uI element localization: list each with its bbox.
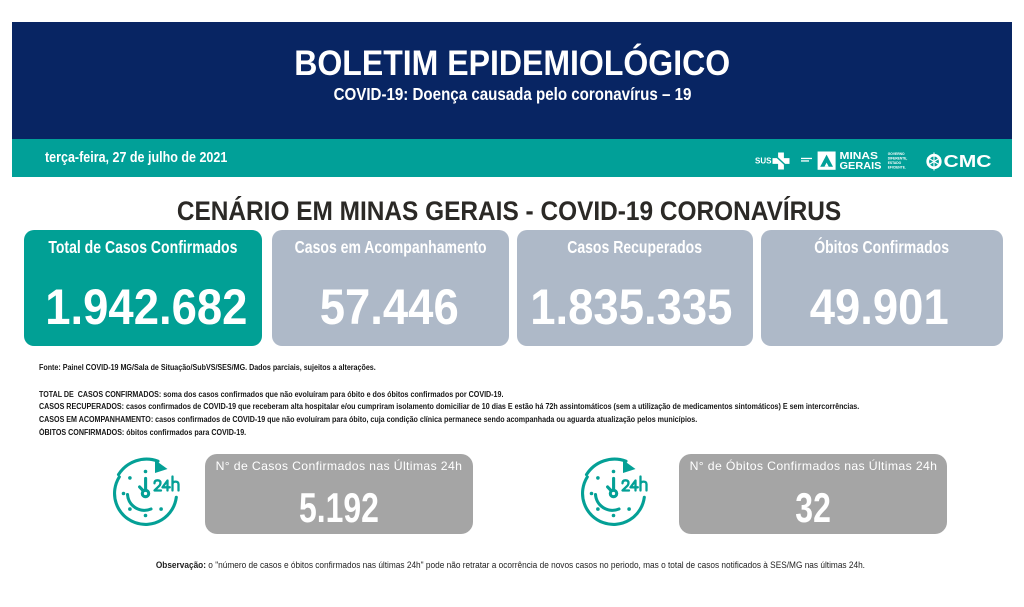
svg-text:GOVERNO: GOVERNO	[888, 152, 905, 156]
svg-text:MINAS: MINAS	[840, 150, 879, 162]
svg-text:EFICIENTE.: EFICIENTE.	[888, 165, 906, 169]
svg-text:ESTADO: ESTADO	[888, 161, 902, 165]
svg-text:GERAIS: GERAIS	[840, 160, 882, 172]
svg-text:SUS: SUS	[755, 157, 772, 166]
svg-text:CMC: CMC	[944, 151, 992, 171]
svg-text:DIFERENTE,: DIFERENTE,	[888, 156, 908, 160]
